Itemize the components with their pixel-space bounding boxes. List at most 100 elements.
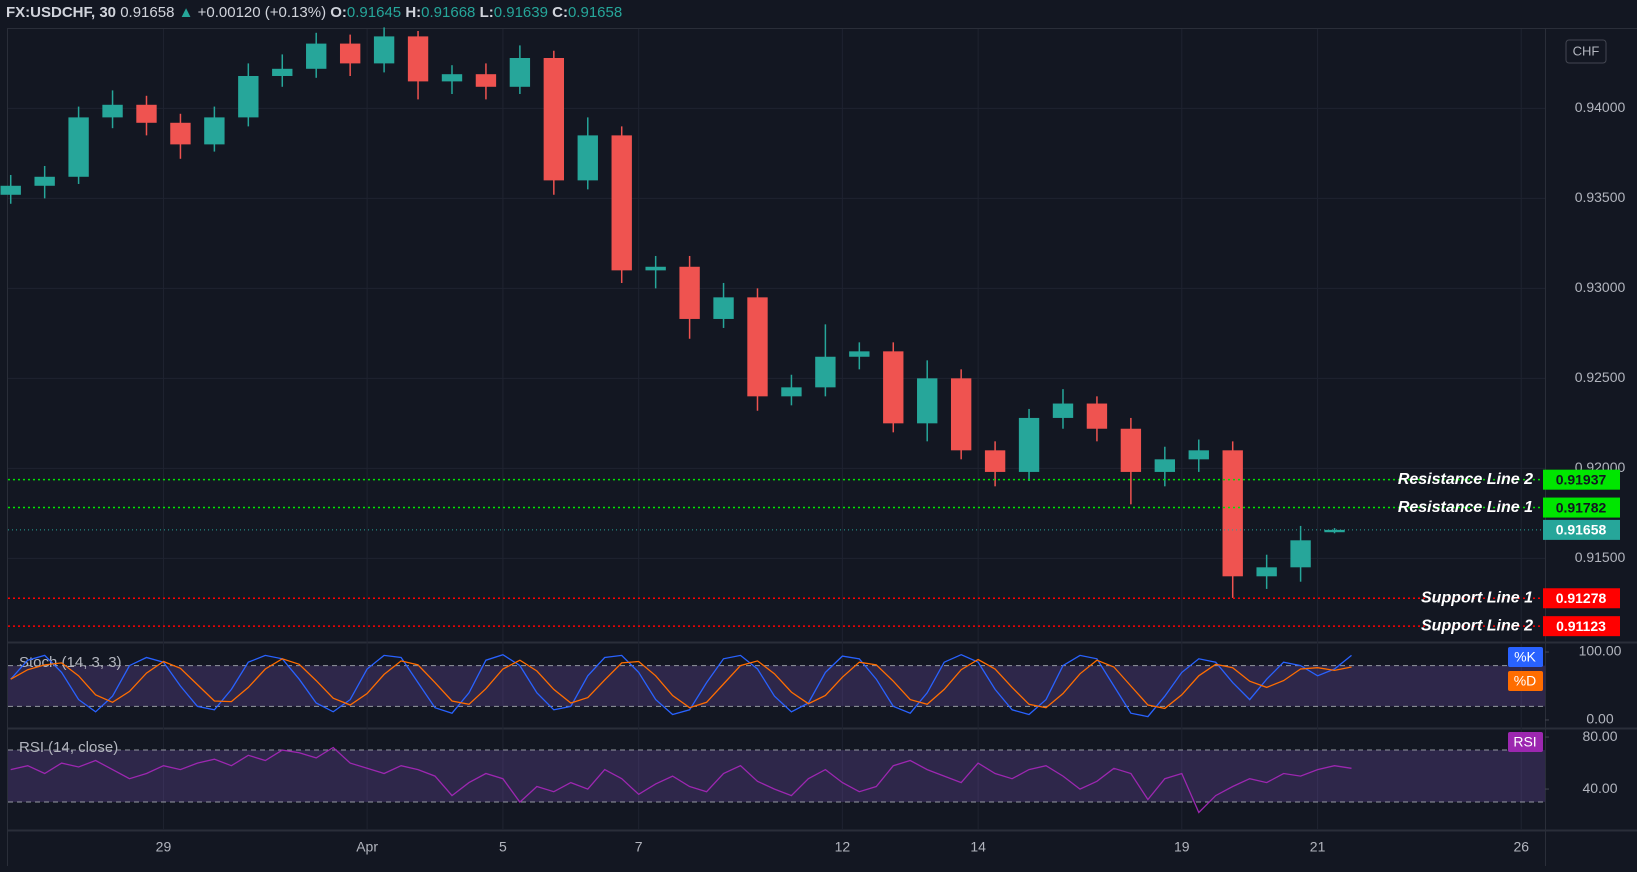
currency: CHF [1573,43,1600,58]
band [8,750,1545,803]
level-name: Support Line 2 [1421,617,1533,634]
candle-body [781,387,802,397]
indicator-title: Stoch (14, 3, 3) [19,654,122,671]
last-price: 0.91658 [120,4,175,21]
ohlc-label: H: [405,4,422,21]
last-price-box [1543,519,1620,540]
candle-body [102,104,123,118]
candle-body [272,68,293,76]
candle-body [509,57,531,87]
candle-body [441,74,463,82]
level-value: 0.91123 [1556,618,1606,634]
candle-body [883,351,904,424]
candle-body [1222,450,1243,577]
candle-body [204,117,225,145]
candle-body [1154,459,1176,472]
indicator-title: RSI (14, close) [19,739,118,756]
level-box [1543,469,1620,490]
x-tick-label: 19 [1174,839,1190,855]
candle-body [984,450,1006,472]
ohlc-label: O: [330,4,347,21]
legend-box [1508,671,1543,691]
series-line [10,653,1352,718]
candle-body [34,176,55,186]
legend-box [1508,732,1543,752]
candle-body [1018,417,1040,472]
ohlc-value: 0.91639 [493,4,548,21]
x-tick-label: 26 [1513,839,1529,855]
level-value: 0.91937 [1556,471,1607,487]
candle-body [1188,450,1209,460]
level-name: Support Line 1 [1421,589,1533,606]
ohlc-label: L: [479,4,494,21]
change: +0.00120 (+0.13%) [197,4,327,21]
series-line [10,746,1352,814]
candle-body [238,75,259,118]
up-arrow: ▲ [178,4,194,21]
candle-body [849,351,870,357]
level-box [1543,588,1620,609]
y-tick-label: 0.93000 [1575,279,1626,295]
header: FX:USDCHF, 30 0.91658 ▲ +0.00120 (+0.13%… [6,4,622,21]
y-tick-label: 80.00 [1582,728,1617,744]
y-tick-label: 100.00 [1579,643,1622,659]
ohlc-value: 0.91668 [421,4,476,21]
candle-body [611,135,632,271]
candle-body [339,43,361,64]
ohlc-value: 0.91645 [346,4,402,21]
candle-body [577,135,598,181]
ohlc-value: 0.91658 [567,4,623,21]
band [8,665,1545,707]
x-tick-label: Apr [356,839,378,855]
candle-body [645,266,666,271]
legend-label: %K [1514,649,1536,665]
ohlc-label: C: [552,4,568,21]
x-tick-label: 14 [970,839,986,855]
candle-body [306,43,327,69]
level-box [1543,497,1620,518]
candle-body [747,297,768,397]
candle-body [1086,403,1108,429]
y-tick-label: 0.91500 [1575,549,1626,565]
legend-label: %D [1514,673,1537,689]
candle-body [679,266,700,319]
candle-body [815,356,836,388]
level-name: Resistance Line 2 [1398,471,1533,488]
candle-body [475,74,497,87]
candle-body [1052,403,1074,418]
level-name: Resistance Line 1 [1398,499,1533,516]
candle-body [136,104,157,123]
candle-body [170,122,191,145]
candle-body [917,378,938,424]
candle-body [0,185,21,195]
candle-body [713,297,734,319]
legend-label: RSI [1513,734,1536,750]
candle-body [68,117,89,177]
x-tick-label: 7 [635,839,643,855]
y-tick-label: 0.94000 [1575,99,1626,115]
y-tick-label: 0.92500 [1575,369,1626,385]
level-value: 0.91278 [1556,590,1607,606]
candle-body [1290,540,1311,568]
series-line [10,658,1352,710]
y-tick-label: 40.00 [1582,780,1617,796]
last-price-label: 0.91658 [1556,522,1607,538]
y-tick-label: 0.00 [1586,711,1613,727]
candle-body [1120,428,1142,472]
x-tick-label: 29 [156,839,172,855]
candle-body [1256,567,1277,577]
candle-body [407,36,429,82]
x-tick-label: 12 [835,839,851,855]
level-box [1543,616,1620,637]
x-tick-label: 5 [499,839,507,855]
y-tick-label: 0.93500 [1575,189,1626,205]
candle-body [1324,529,1345,533]
symbol: FX:USDCHF, 30 [6,4,117,21]
candle-body [373,36,395,64]
currency-box [1565,39,1607,64]
legend-box [1508,647,1543,667]
candle-body [950,378,972,451]
level-value: 0.91782 [1556,499,1607,515]
